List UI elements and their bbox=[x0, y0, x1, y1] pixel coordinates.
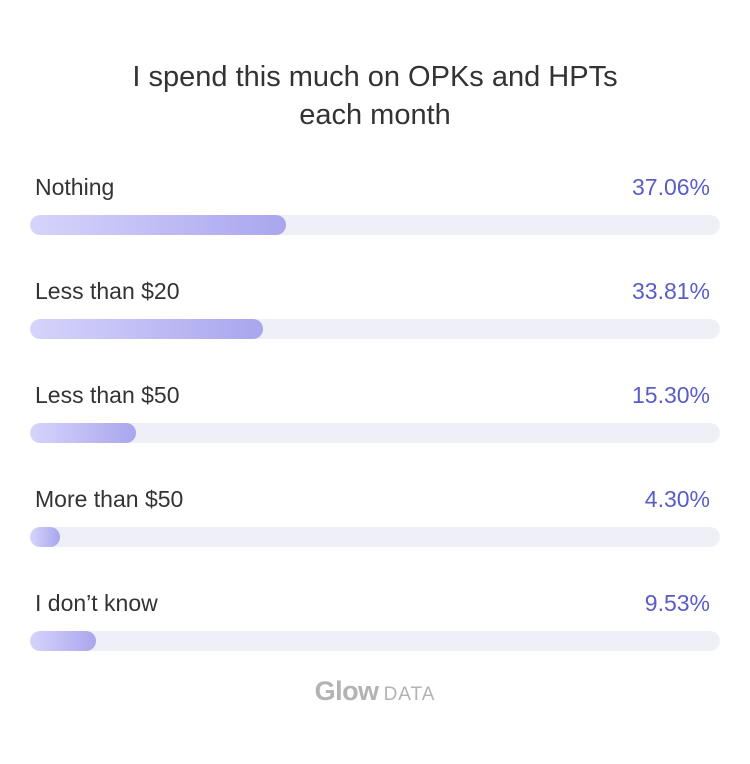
bar-track bbox=[30, 319, 720, 339]
chart-title-line-1: I spend this much on OPKs and HPTs bbox=[132, 61, 618, 93]
bar-track bbox=[30, 527, 720, 547]
logo-suffix: DATA bbox=[383, 684, 436, 705]
bar-track bbox=[30, 215, 720, 235]
category-label: I don’t know bbox=[35, 590, 158, 616]
glow-data-logo: Glow DATA bbox=[0, 676, 750, 707]
chart-title: I spend this much on OPKs and HPTs each … bbox=[0, 58, 750, 134]
bar bbox=[30, 527, 60, 547]
value-label: 37.06% bbox=[631, 174, 710, 200]
bar-row: Less than $20 33.81% bbox=[0, 276, 750, 366]
value-label: 15.30% bbox=[631, 382, 710, 408]
bar-track bbox=[30, 631, 720, 651]
bar-row: Nothing 37.06% bbox=[0, 172, 750, 262]
bar-row: Less than $50 15.30% bbox=[0, 380, 750, 470]
bar bbox=[30, 215, 286, 235]
value-label: 33.81% bbox=[631, 278, 710, 304]
bar bbox=[30, 631, 96, 651]
category-label: More than $50 bbox=[35, 486, 184, 512]
value-label: 4.30% bbox=[644, 486, 710, 512]
bar-track bbox=[30, 423, 720, 443]
bar bbox=[30, 423, 136, 443]
bar-row: More than $50 4.30% bbox=[0, 484, 750, 574]
chart-title-line-2: each month bbox=[299, 99, 451, 131]
category-label: Nothing bbox=[35, 174, 115, 200]
value-label: 9.53% bbox=[644, 590, 710, 616]
category-label: Less than $20 bbox=[35, 278, 180, 304]
category-label: Less than $50 bbox=[35, 382, 180, 408]
bar bbox=[30, 319, 263, 339]
bar-row: I don’t know 9.53% bbox=[0, 588, 750, 678]
logo-brand: Glow bbox=[314, 676, 380, 706]
